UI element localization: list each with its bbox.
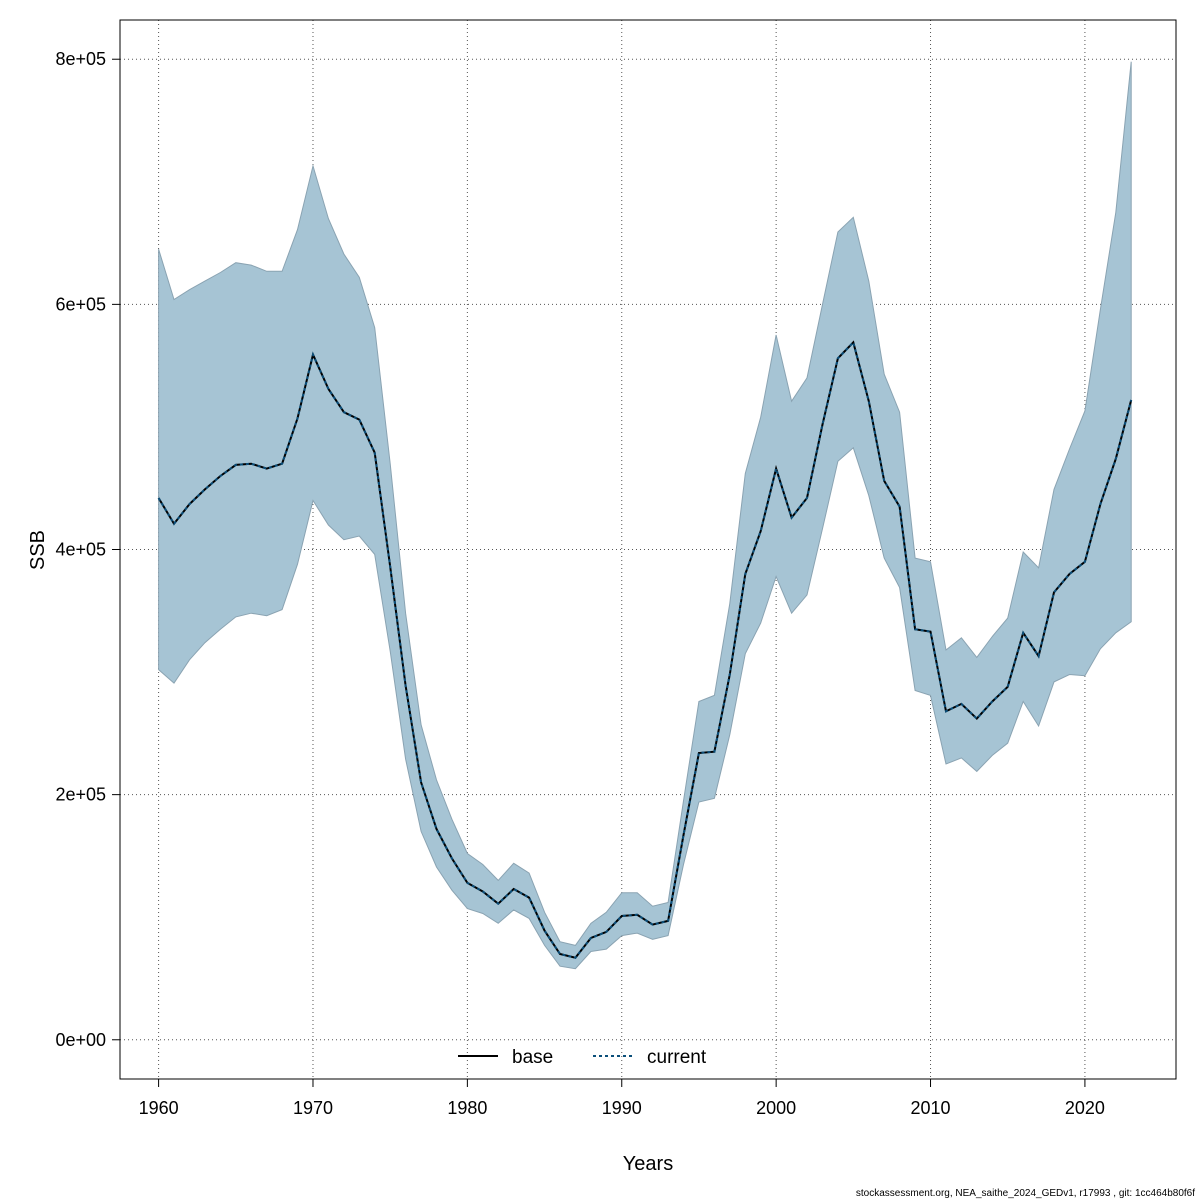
x-tick-label: 1970 bbox=[293, 1098, 333, 1118]
y-tick-label: 6e+05 bbox=[55, 294, 106, 314]
x-tick-label: 1960 bbox=[139, 1098, 179, 1118]
legend-base-label: base bbox=[512, 1047, 553, 1068]
y-tick-label: 0e+00 bbox=[55, 1030, 106, 1050]
legend-current-label: current bbox=[647, 1047, 707, 1068]
x-axis-title: Years bbox=[623, 1153, 673, 1175]
legend: base current bbox=[458, 1047, 707, 1068]
y-tick-label: 4e+05 bbox=[55, 540, 106, 560]
y-axis: 0e+00 2e+05 4e+05 6e+05 8e+05 bbox=[55, 49, 120, 1050]
x-axis: 1960 1970 1980 1990 2000 2010 2020 bbox=[139, 1079, 1105, 1118]
x-tick-label: 2000 bbox=[756, 1098, 796, 1118]
current-series-line bbox=[157, 340, 1133, 959]
x-tick-label: 2010 bbox=[911, 1098, 951, 1118]
confidence-band bbox=[158, 61, 1132, 970]
x-tick-label: 1980 bbox=[447, 1098, 487, 1118]
y-tick-label: 8e+05 bbox=[55, 49, 106, 69]
x-tick-label: 2020 bbox=[1065, 1098, 1105, 1118]
y-tick-label: 2e+05 bbox=[55, 785, 106, 805]
y-axis-title: SSB bbox=[27, 530, 49, 570]
x-tick-label: 1990 bbox=[602, 1098, 642, 1118]
footer-credit: stockassessment.org, NEA_saithe_2024_GED… bbox=[856, 1188, 1195, 1199]
